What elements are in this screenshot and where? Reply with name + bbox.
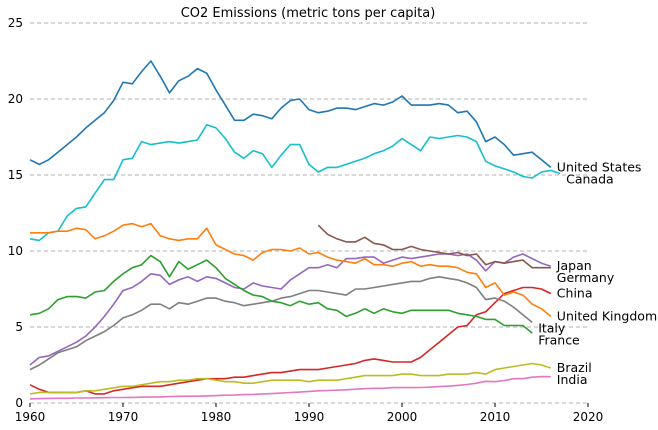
series-line-germany (317, 224, 551, 269)
series-end-label: United Kingdom (557, 308, 657, 323)
series-line-japan (29, 253, 552, 366)
series-lines (29, 60, 561, 400)
series-end-label: Canada (566, 171, 614, 186)
y-axis-ticks: 0 5 10 15 20 25 (8, 16, 23, 410)
series-end-label: France (538, 332, 580, 347)
y-tick-label: 5 (15, 320, 23, 334)
x-tick-label: 1990 (294, 410, 325, 424)
x-tick-label: 1960 (15, 410, 46, 424)
y-tick-label: 25 (8, 16, 23, 30)
x-tick-label: 1980 (201, 410, 232, 424)
series-line-india (29, 375, 551, 400)
series-line-france (29, 254, 533, 334)
x-tick-label: 1970 (108, 410, 139, 424)
series-end-label: Germany (557, 270, 615, 285)
series-line-united-kingdom (30, 222, 552, 318)
y-tick-label: 10 (8, 244, 23, 258)
x-tick-label: 2000 (387, 410, 418, 424)
series-line-canada (29, 124, 561, 242)
series-end-label: United States (557, 159, 642, 174)
series-line-italy (29, 275, 533, 371)
x-tick-label: 2010 (480, 410, 511, 424)
series-line-united-states (29, 60, 552, 169)
x-tick-label: 2020 (573, 410, 604, 424)
series-line-china (29, 286, 552, 395)
series-end-label: Italy (538, 320, 566, 335)
series-end-label: Japan (556, 258, 592, 273)
series-line-brazil (29, 362, 552, 395)
gridlines (30, 22, 588, 404)
series-end-label: Brazil (557, 360, 592, 375)
series-end-label: India (557, 372, 588, 387)
y-tick-label: 20 (8, 92, 23, 106)
chart-title: CO2 Emissions (metric tons per capita) (181, 6, 436, 21)
series-end-label: China (557, 286, 593, 301)
x-axis-ticks: 1960 1970 1980 1990 2000 2010 2020 (15, 403, 604, 424)
y-tick-label: 0 (15, 396, 23, 410)
y-tick-label: 15 (8, 168, 23, 182)
